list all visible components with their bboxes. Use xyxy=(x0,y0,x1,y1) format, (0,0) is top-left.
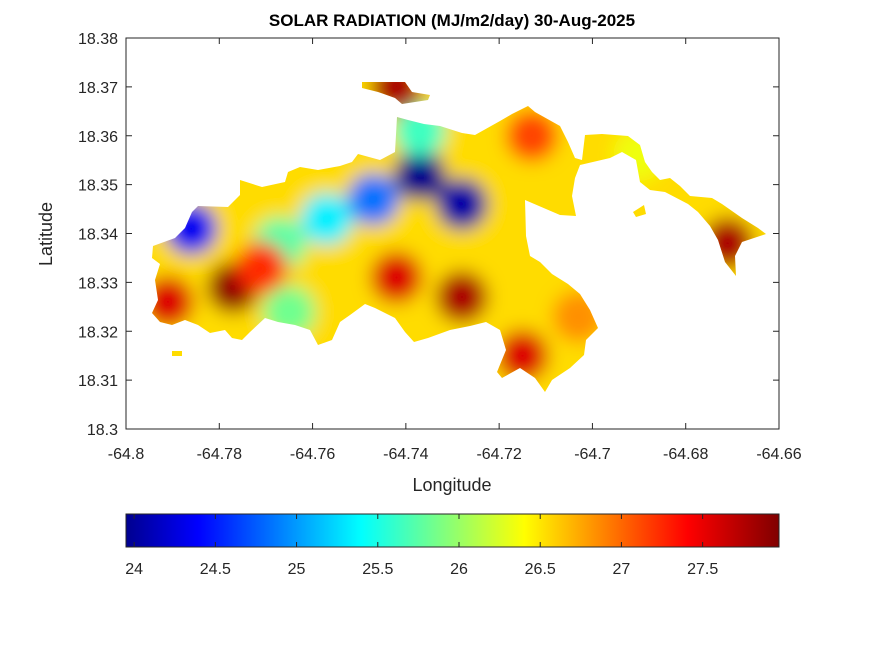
heatmap-cell xyxy=(496,329,549,382)
heatmap-cell xyxy=(347,173,400,226)
y-axis-ticks: 18.3 18.31 18.32 18.33 18.34 18.35 18.36 18.37 1… xyxy=(78,31,779,439)
colorbar-tick-label: 25 xyxy=(288,561,306,578)
x-axis-ticks: -64.8 -64.78 -64.76 -64.74 -64.72 -64.7 -64.68… xyxy=(108,38,802,463)
colorbar-tick-label: 24 xyxy=(125,561,143,578)
colorbar: 24 24.5 25 25.5 26 26.5 27 27.5 xyxy=(125,513,780,578)
colorbar-gradient xyxy=(125,513,780,548)
x-tick-label: -64.74 xyxy=(383,446,428,463)
heatmap-cell xyxy=(370,251,423,304)
y-tick-label: 18.37 xyxy=(78,80,118,97)
x-tick-label: -64.7 xyxy=(574,446,611,463)
heatmap-cell xyxy=(435,271,488,324)
x-tick-label: -64.8 xyxy=(108,446,145,463)
x-tick-label: -64.68 xyxy=(663,446,708,463)
x-tick-label: -64.72 xyxy=(476,446,521,463)
colorbar-tick-label: 26.5 xyxy=(525,561,556,578)
y-tick-label: 18.35 xyxy=(78,178,118,195)
chart-title: SOLAR RADIATION (MJ/m2/day) 30-Aug-2025 xyxy=(269,11,635,30)
colorbar-tick-label: 27.5 xyxy=(687,561,718,578)
heatmap-cell xyxy=(435,178,488,231)
x-tick-label: -64.76 xyxy=(290,446,335,463)
heatmap-cell xyxy=(393,148,446,201)
heatmap-cell xyxy=(300,192,353,245)
x-tick-label: -64.78 xyxy=(197,446,242,463)
y-tick-label: 18.31 xyxy=(78,373,118,390)
y-tick-label: 18.32 xyxy=(78,324,118,341)
y-tick-label: 18.3 xyxy=(87,422,118,439)
heatmap-cell xyxy=(505,109,558,162)
colorbar-ticks: 24 24.5 25 25.5 26 26.5 27 27.5 xyxy=(125,514,718,578)
x-tick-label: -64.66 xyxy=(756,446,801,463)
y-tick-label: 18.33 xyxy=(78,275,118,292)
colorbar-tick-label: 26 xyxy=(450,561,468,578)
y-axis-label: Latitude xyxy=(36,202,56,266)
heatmap-cell xyxy=(235,241,288,294)
colorbar-tick-label: 25.5 xyxy=(362,561,393,578)
y-tick-label: 18.36 xyxy=(78,129,118,146)
x-axis-label: Longitude xyxy=(412,475,491,495)
y-tick-label: 18.38 xyxy=(78,31,118,48)
colorbar-tick-label: 24.5 xyxy=(200,561,231,578)
colorbar-tick-label: 27 xyxy=(613,561,631,578)
y-tick-label: 18.34 xyxy=(78,227,118,244)
